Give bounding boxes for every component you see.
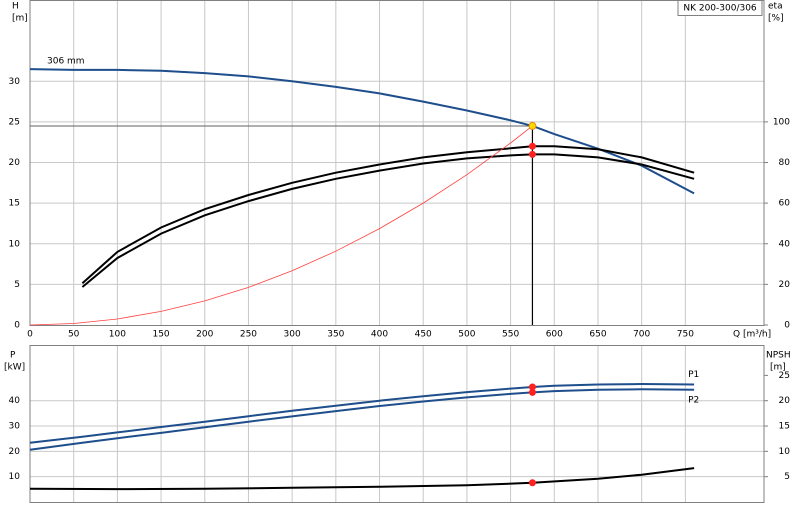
x-tick-label: 450 xyxy=(415,330,432,340)
x-tick-label: 0 xyxy=(27,330,33,340)
y2-axis-label: NPSH xyxy=(766,351,791,361)
x-tick-label: 300 xyxy=(284,330,301,340)
title-box xyxy=(677,0,763,16)
x-tick-label: 650 xyxy=(589,330,606,340)
y-tick-label: 10 xyxy=(9,472,21,482)
series-label: P2 xyxy=(688,395,699,405)
duty-point xyxy=(528,122,537,130)
y2-axis-unit: [%] xyxy=(768,14,784,24)
y-tick-label: 10 xyxy=(9,239,21,249)
x-axis-label: Q [m³/h] xyxy=(733,330,771,340)
y-tick-label: 20 xyxy=(9,158,21,168)
y-axis-unit: [m] xyxy=(12,14,28,24)
y2-axis-label: eta xyxy=(768,2,783,12)
y2-tick-label: 20 xyxy=(779,280,791,290)
curve xyxy=(81,153,695,288)
y2-tick-label: 15 xyxy=(779,422,790,432)
chart-title: NK 200-300/306 xyxy=(683,4,757,14)
y-axis-label: P xyxy=(10,351,16,361)
duty-point xyxy=(528,150,536,158)
y-tick-label: 30 xyxy=(9,77,21,87)
y2-tick-label: 5 xyxy=(784,472,790,482)
y-tick-label: 30 xyxy=(9,422,21,432)
curve xyxy=(81,145,695,284)
plot-frame xyxy=(29,345,765,503)
y2-tick-label: 60 xyxy=(779,199,791,209)
y2-tick-label: 10 xyxy=(779,447,791,457)
x-tick-label: 400 xyxy=(371,330,388,340)
x-tick-label: 750 xyxy=(677,330,694,340)
y2-axis-unit: [m] xyxy=(770,363,786,373)
x-tick-label: 600 xyxy=(546,330,563,340)
y2-tick-label: 80 xyxy=(779,158,791,168)
duty-point xyxy=(528,142,536,150)
y-tick-label: 20 xyxy=(9,447,21,457)
x-tick-label: 700 xyxy=(633,330,650,340)
y-tick-label: 5 xyxy=(14,280,20,290)
y2-tick-label: 0 xyxy=(784,321,790,331)
duty-point xyxy=(528,479,536,487)
x-tick-label: 350 xyxy=(327,330,344,340)
y-tick-label: 25 xyxy=(9,117,20,127)
curve xyxy=(29,388,695,451)
x-tick-label: 550 xyxy=(502,330,519,340)
y2-tick-label: 20 xyxy=(779,396,791,406)
y-tick-label: 0 xyxy=(14,321,20,331)
curve xyxy=(29,467,695,491)
curve xyxy=(29,68,695,195)
x-tick-label: 150 xyxy=(152,330,169,340)
series-label: P1 xyxy=(688,370,699,380)
y-tick-label: 40 xyxy=(9,396,21,406)
duty-point xyxy=(528,388,536,396)
curve xyxy=(29,382,695,444)
y2-tick-label: 100 xyxy=(773,117,790,127)
x-tick-label: 50 xyxy=(68,330,80,340)
plot-frame xyxy=(29,0,765,326)
y2-tick-label: 25 xyxy=(779,371,790,381)
x-tick-label: 100 xyxy=(109,330,126,340)
duty-point xyxy=(528,383,536,391)
curve xyxy=(29,125,533,326)
y-axis-label: H xyxy=(12,2,19,12)
x-tick-label: 200 xyxy=(196,330,213,340)
x-tick-label: 250 xyxy=(240,330,257,340)
x-tick-label: 500 xyxy=(458,330,475,340)
series-label: 306 mm xyxy=(47,57,85,67)
y2-tick-label: 40 xyxy=(779,239,791,249)
y-axis-unit: [kW] xyxy=(4,363,25,373)
y-tick-label: 15 xyxy=(9,199,20,209)
